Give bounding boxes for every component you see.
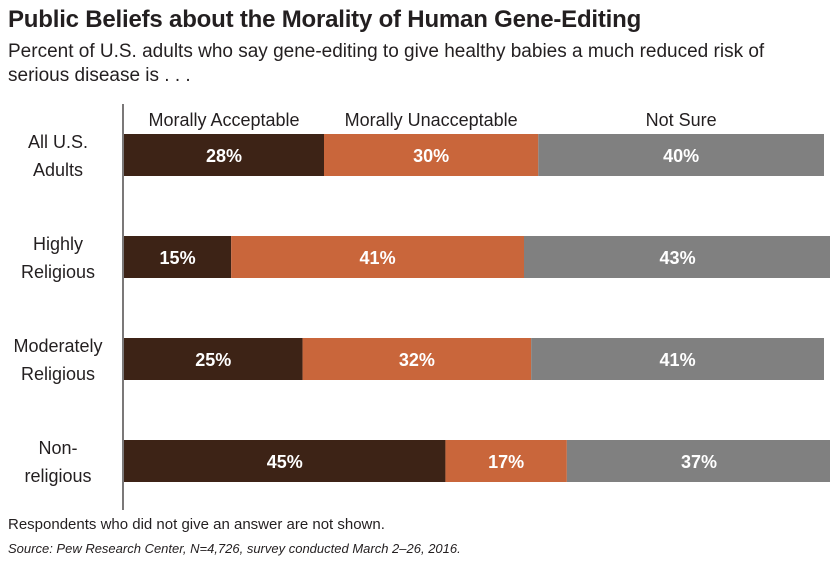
legend-morally-unacceptable: Morally Unacceptable <box>345 110 518 130</box>
bars: 28% 30% 40% 15% 41% 43% 25% 32% 41% 45% 17% 37% <box>124 134 830 482</box>
bar-segment-morally-acceptable-all-u-s-adults <box>124 134 324 176</box>
bar-segment-morally-acceptable-non-religious <box>124 440 446 482</box>
bar-segment-not-sure-all-u-s-adults <box>538 134 824 176</box>
data-label-morally-acceptable-all-u-s-adults: 28% <box>206 146 242 166</box>
legend-not-sure: Not Sure <box>646 110 717 130</box>
data-label-morally-acceptable-moderately-religious: 25% <box>195 350 231 370</box>
category-labels: All U.S. Adults Highly Religious Moderately R… <box>13 132 102 486</box>
chart-title: Public Beliefs about the Morality of Hum… <box>8 6 642 33</box>
legend-morally-acceptable: Morally Acceptable <box>148 110 299 130</box>
data-label-morally-unacceptable-non-religious: 17% <box>488 452 524 472</box>
legend: Morally Acceptable Morally Unacceptable No… <box>148 110 716 130</box>
data-label-not-sure-non-religious: 37% <box>681 452 717 472</box>
data-label-morally-unacceptable-all-u-s-adults: 30% <box>413 146 449 166</box>
chart-subtitle: Percent of U.S. adults who say gene-edit… <box>8 41 765 86</box>
stacked-bar-chart: Morally Acceptable Morally Unacceptable No… <box>13 104 830 510</box>
bar-segment-not-sure-moderately-religious <box>531 338 824 380</box>
footnote: Respondents who did not give an answer a… <box>8 516 385 533</box>
bar-segment-morally-unacceptable-moderately-religious <box>302 338 532 380</box>
category-label-highly-religious: Highly Religious <box>21 234 95 282</box>
bar-segment-not-sure-non-religious <box>566 440 830 482</box>
data-label-morally-acceptable-highly-religious: 15% <box>160 248 196 268</box>
bar-segment-morally-unacceptable-non-religious <box>445 440 567 482</box>
data-label-morally-unacceptable-moderately-religious: 32% <box>399 350 435 370</box>
bar-segment-morally-acceptable-moderately-religious <box>124 338 303 380</box>
source-note: Source: Pew Research Center, N=4,726, su… <box>8 541 461 556</box>
bar-segment-morally-acceptable-highly-religious <box>124 236 232 278</box>
category-label-all-u-s-adults: All U.S. Adults <box>28 132 88 180</box>
data-label-not-sure-highly-religious: 43% <box>660 248 696 268</box>
data-label-morally-acceptable-non-religious: 45% <box>267 452 303 472</box>
bar-segment-morally-unacceptable-all-u-s-adults <box>324 134 539 176</box>
data-label-morally-unacceptable-highly-religious: 41% <box>360 248 396 268</box>
category-label-moderately-religious: Moderately Religious <box>13 336 102 384</box>
bar-segment-not-sure-highly-religious <box>524 236 830 278</box>
category-label-non-religious: Non-religious <box>24 438 91 486</box>
data-label-not-sure-all-u-s-adults: 40% <box>663 146 699 166</box>
data-label-not-sure-moderately-religious: 41% <box>660 350 696 370</box>
bar-segment-morally-unacceptable-highly-religious <box>231 236 524 278</box>
